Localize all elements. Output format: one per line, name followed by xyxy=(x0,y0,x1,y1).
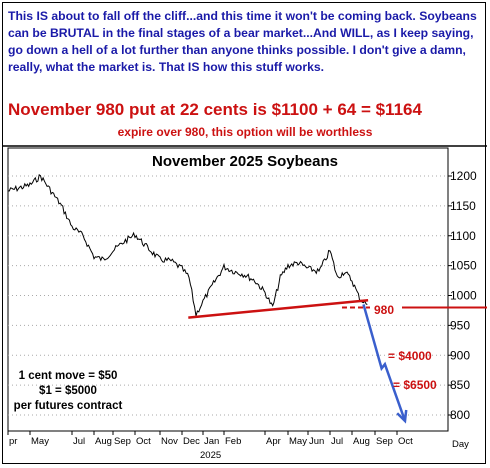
x-tick-label: Oct xyxy=(398,436,413,447)
y-tick-label: 900 xyxy=(450,348,470,362)
projection-arrow xyxy=(362,304,407,422)
y-tick-label: 1000 xyxy=(450,289,477,303)
projection-arrowhead xyxy=(396,409,408,424)
y-axis: 1200 1150 1100 1050 1000 950 900 850 800 xyxy=(448,169,477,422)
x-tick-label: Nov xyxy=(161,436,178,447)
x-tick-label: Aug xyxy=(95,436,112,447)
x-tick-label: Oct xyxy=(136,436,151,447)
x-tick-label: Dec xyxy=(183,436,200,447)
x-axis-unit: Day xyxy=(452,439,469,450)
y-tick-label: 950 xyxy=(450,318,470,332)
x-tick-label: Sep xyxy=(114,436,131,447)
chart-title: November 2025 Soybeans xyxy=(152,153,338,170)
y-tick-label: 1050 xyxy=(450,259,477,273)
contract-note-line1: 1 cent move = $50 xyxy=(19,370,118,382)
y-tick-label: 800 xyxy=(450,408,470,422)
x-tick-label: Aug xyxy=(353,436,370,447)
trade-subline: expire over 980, this option will be wor… xyxy=(117,125,373,139)
x-tick-label: Apr xyxy=(266,436,281,447)
contract-note-line3: per futures contract xyxy=(14,400,123,412)
x-tick-label: pr xyxy=(9,436,17,447)
x-axis-year: 2025 xyxy=(200,450,221,461)
level-6500-label: = $6500 xyxy=(393,378,437,392)
trade-headline: November 980 put at 22 cents is $1100 + … xyxy=(8,100,422,119)
price-series xyxy=(7,173,368,317)
plot-area xyxy=(7,147,449,432)
x-tick-label: Sep xyxy=(376,436,393,447)
x-tick-label: Feb xyxy=(225,436,241,447)
grid xyxy=(8,175,448,416)
x-axis: pr May Jul Aug Sep Oct Nov Dec Jan Feb Apr May Jun Ju… xyxy=(7,431,413,447)
x-tick-label: May xyxy=(31,436,49,447)
commentary-intro: This IS about to fall off the cliff...an… xyxy=(8,9,477,74)
level-4000-label: = $4000 xyxy=(388,349,432,363)
x-tick-label: Jul xyxy=(331,436,343,447)
strike-label: 980 xyxy=(374,303,394,317)
page-frame xyxy=(2,2,486,464)
price-line xyxy=(7,173,368,317)
support-trendline xyxy=(188,299,369,319)
contract-note-line2: $1 = $5000 xyxy=(39,385,97,397)
x-tick-label: Jul xyxy=(73,436,85,447)
chart-overlays xyxy=(188,299,487,424)
y-tick-label: 1100 xyxy=(450,229,476,243)
y-tick-label: 1200 xyxy=(450,169,477,183)
x-tick-label: Jun xyxy=(309,436,324,447)
y-tick-label: 1150 xyxy=(450,199,476,213)
x-tick-label: May xyxy=(289,436,307,447)
x-tick-label: Jan xyxy=(204,436,219,447)
y-tick-label: 850 xyxy=(450,378,470,392)
